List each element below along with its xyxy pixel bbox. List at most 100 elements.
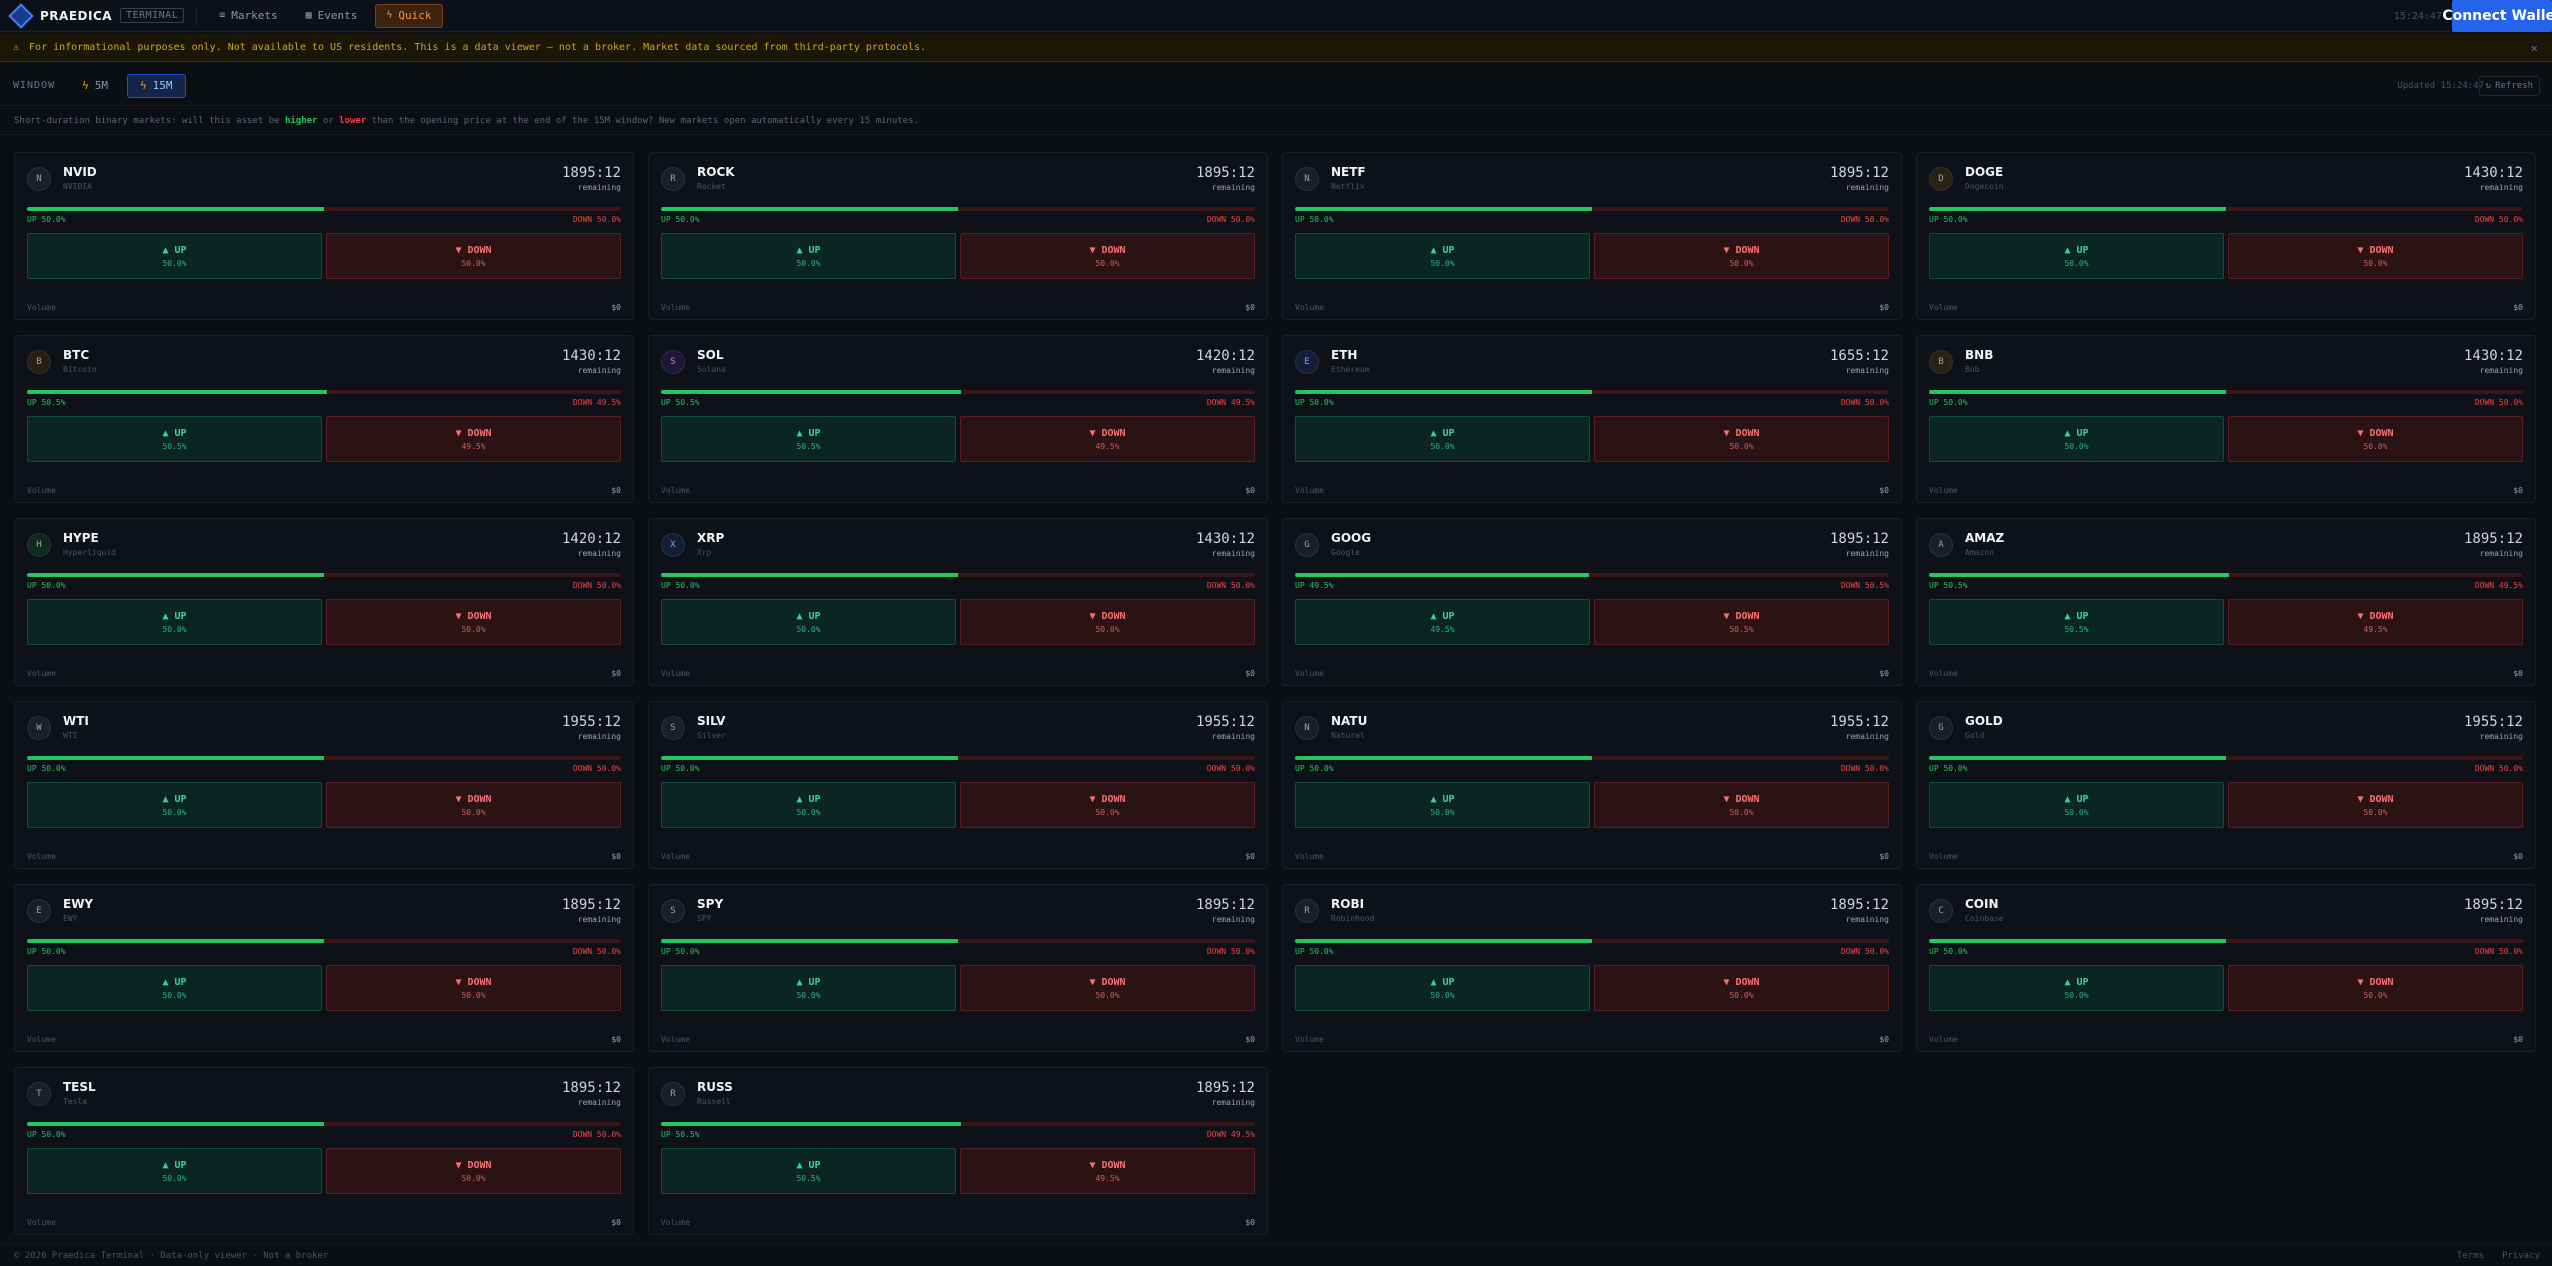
- market-card[interactable]: E EWY EWY 1895:12 remaining UP 50.0% DOWN 50.0…: [14, 884, 634, 1052]
- nav-events[interactable]: ▦ Events: [296, 4, 368, 28]
- down-button[interactable]: ▼ DOWN 50.0%: [960, 233, 1255, 279]
- up-button[interactable]: ▲ UP 50.5%: [27, 416, 322, 462]
- down-button-price: 50.0%: [2363, 258, 2388, 268]
- down-button[interactable]: ▼ DOWN 50.0%: [960, 965, 1255, 1011]
- up-button[interactable]: ▲ UP 50.0%: [1295, 965, 1590, 1011]
- privacy-link[interactable]: Privacy: [2502, 1250, 2540, 1261]
- market-card[interactable]: S SOL Solana 1420:12 remaining UP 50.5% DOWN 4…: [648, 335, 1268, 503]
- volume-value: $0: [1245, 852, 1255, 861]
- down-button[interactable]: ▼ DOWN 50.0%: [326, 782, 621, 828]
- down-button[interactable]: ▼ DOWN 50.0%: [1594, 233, 1889, 279]
- down-button[interactable]: ▼ DOWN 50.0%: [326, 599, 621, 645]
- market-card[interactable]: R ROCK Rocket 1895:12 remaining UP 50.0% DOWN …: [648, 152, 1268, 320]
- up-button[interactable]: ▲ UP 50.0%: [661, 965, 956, 1011]
- refresh-button[interactable]: ↻ Refresh: [2478, 75, 2540, 96]
- down-button[interactable]: ▼ DOWN 50.5%: [1594, 599, 1889, 645]
- up-button[interactable]: ▲ UP 50.0%: [661, 599, 956, 645]
- up-button[interactable]: ▲ UP 49.5%: [1295, 599, 1590, 645]
- market-card[interactable]: C COIN Coinbase 1895:12 remaining UP 50.0% DOW…: [1916, 884, 2536, 1052]
- market-card[interactable]: G GOLD Gold 1955:12 remaining UP 50.0% DOWN 50…: [1916, 701, 2536, 869]
- up-button-label: ▲ UP: [162, 1159, 187, 1171]
- down-button[interactable]: ▼ DOWN 50.0%: [2228, 965, 2523, 1011]
- market-card[interactable]: R RUSS Russell 1895:12 remaining UP 50.5% DOWN…: [648, 1067, 1268, 1235]
- up-button[interactable]: ▲ UP 50.5%: [1929, 599, 2224, 645]
- window-5m-button[interactable]: ϟ 5M: [69, 74, 121, 98]
- up-probability: UP 50.5%: [661, 398, 700, 407]
- countdown-timer: 1895:12: [1195, 1080, 1255, 1096]
- up-button[interactable]: ▲ UP 50.0%: [27, 1148, 322, 1194]
- market-card[interactable]: W WTI WTI 1955:12 remaining UP 50.0% DOWN 50.0…: [14, 701, 634, 869]
- connect-wallet-button[interactable]: Connect Wallet: [2442, 0, 2552, 32]
- up-button[interactable]: ▲ UP 50.0%: [1295, 782, 1590, 828]
- market-card[interactable]: G GOOG Google 1895:12 remaining UP 49.5% DOWN …: [1282, 518, 1902, 686]
- up-button[interactable]: ▲ UP 50.0%: [27, 782, 322, 828]
- up-button[interactable]: ▲ UP 50.0%: [1295, 416, 1590, 462]
- up-button[interactable]: ▲ UP 50.0%: [1929, 965, 2224, 1011]
- down-button[interactable]: ▼ DOWN 50.0%: [1594, 965, 1889, 1011]
- down-probability: DOWN 50.0%: [1206, 581, 1255, 590]
- down-button[interactable]: ▼ DOWN 50.0%: [960, 599, 1255, 645]
- up-button[interactable]: ▲ UP 50.0%: [1295, 233, 1590, 279]
- nav-quick[interactable]: ϟ Quick: [375, 3, 443, 28]
- up-button[interactable]: ▲ UP 50.0%: [27, 965, 322, 1011]
- probability-bar-fill: [1295, 390, 1592, 394]
- market-card[interactable]: N NETF Netflix 1895:12 remaining UP 50.0% DOWN…: [1282, 152, 1902, 320]
- up-button[interactable]: ▲ UP 50.0%: [661, 782, 956, 828]
- down-button-label: ▼ DOWN: [455, 610, 492, 622]
- market-card[interactable]: H HYPE Hyperliquid 1420:12 remaining UP 50.0%…: [14, 518, 634, 686]
- up-button[interactable]: ▲ UP 50.0%: [27, 233, 322, 279]
- down-button[interactable]: ▼ DOWN 50.0%: [1594, 782, 1889, 828]
- window-15m-button[interactable]: ϟ 15M: [127, 73, 186, 98]
- down-button[interactable]: ▼ DOWN 50.0%: [960, 782, 1255, 828]
- down-button[interactable]: ▼ DOWN 50.0%: [2228, 782, 2523, 828]
- asset-avatar: G: [1929, 716, 1953, 740]
- market-card[interactable]: A AMAZ Amazon 1895:12 remaining UP 50.5% DOWN …: [1916, 518, 2536, 686]
- down-button[interactable]: ▼ DOWN 50.0%: [326, 965, 621, 1011]
- market-card[interactable]: S SPY SPY 1895:12 remaining UP 50.0% DOWN 50.0…: [648, 884, 1268, 1052]
- market-card[interactable]: X XRP Xrp 1430:12 remaining UP 50.0% DOWN 50.0…: [648, 518, 1268, 686]
- warning-icon: ⚠: [13, 42, 20, 53]
- market-card[interactable]: N NVID NVIDIA 1895:12 remaining UP 50.0% DOWN …: [14, 152, 634, 320]
- market-card[interactable]: N NATU Natural 1955:12 remaining UP 50.0% DOWN…: [1282, 701, 1902, 869]
- down-button[interactable]: ▼ DOWN 50.0%: [2228, 233, 2523, 279]
- up-button-label: ▲ UP: [162, 793, 187, 805]
- up-button-price: 50.0%: [162, 624, 187, 634]
- up-button[interactable]: ▲ UP 50.0%: [27, 599, 322, 645]
- nav-markets[interactable]: ≡ Markets: [209, 4, 287, 28]
- up-button-label: ▲ UP: [1430, 610, 1455, 622]
- volume-value: $0: [1879, 1035, 1889, 1044]
- market-card[interactable]: S SILV Silver 1955:12 remaining UP 50.0% DOWN …: [648, 701, 1268, 869]
- trade-buttons: ▲ UP 50.0% ▼ DOWN 50.0%: [661, 965, 1255, 1011]
- market-card[interactable]: E ETH Ethereum 1655:12 remaining UP 50.0% DOWN…: [1282, 335, 1902, 503]
- logo[interactable]: PRAEDICA TERMINAL: [8, 2, 185, 29]
- down-button[interactable]: ▼ DOWN 49.5%: [960, 1148, 1255, 1194]
- down-button[interactable]: ▼ DOWN 49.5%: [2228, 599, 2523, 645]
- remaining-label: remaining: [577, 732, 621, 741]
- down-button[interactable]: ▼ DOWN 50.0%: [2228, 416, 2523, 462]
- terms-link[interactable]: Terms: [2456, 1250, 2485, 1261]
- asset-name: Natural: [1331, 731, 1365, 740]
- asset-avatar: S: [661, 899, 685, 923]
- up-button[interactable]: ▲ UP 50.5%: [661, 1148, 956, 1194]
- down-button[interactable]: ▼ DOWN 50.0%: [1594, 416, 1889, 462]
- updated-timestamp: Updated 15:24:47: [2397, 80, 2484, 91]
- up-button[interactable]: ▲ UP 50.0%: [1929, 782, 2224, 828]
- market-card[interactable]: D DOGE Dogecoin 1430:12 remaining UP 50.0% DOW…: [1916, 152, 2536, 320]
- down-button[interactable]: ▼ DOWN 49.5%: [960, 416, 1255, 462]
- up-button[interactable]: ▲ UP 50.0%: [1929, 416, 2224, 462]
- up-button[interactable]: ▲ UP 50.0%: [1929, 233, 2224, 279]
- down-button[interactable]: ▼ DOWN 49.5%: [326, 416, 621, 462]
- market-card[interactable]: T TESL Tesla 1895:12 remaining UP 50.0% DOWN 5…: [14, 1067, 634, 1235]
- up-button[interactable]: ▲ UP 50.5%: [661, 416, 956, 462]
- close-icon[interactable]: ✕: [2530, 40, 2538, 55]
- market-card[interactable]: R ROBI Robinhood 1895:12 remaining UP 50.0% DO…: [1282, 884, 1902, 1052]
- up-button-price: 50.0%: [1430, 990, 1455, 1000]
- down-button[interactable]: ▼ DOWN 50.0%: [326, 233, 621, 279]
- up-probability: UP 50.0%: [27, 764, 66, 773]
- asset-name: Hyperliquid: [63, 548, 116, 557]
- up-button[interactable]: ▲ UP 50.0%: [661, 233, 956, 279]
- market-card[interactable]: B BNB Bnb 1430:12 remaining UP 50.0% DOWN 50.0…: [1916, 335, 2536, 503]
- market-card[interactable]: B BTC Bitcoin 1430:12 remaining UP 50.5% DOWN …: [14, 335, 634, 503]
- asset-name: Silver: [697, 731, 726, 740]
- down-button[interactable]: ▼ DOWN 50.0%: [326, 1148, 621, 1194]
